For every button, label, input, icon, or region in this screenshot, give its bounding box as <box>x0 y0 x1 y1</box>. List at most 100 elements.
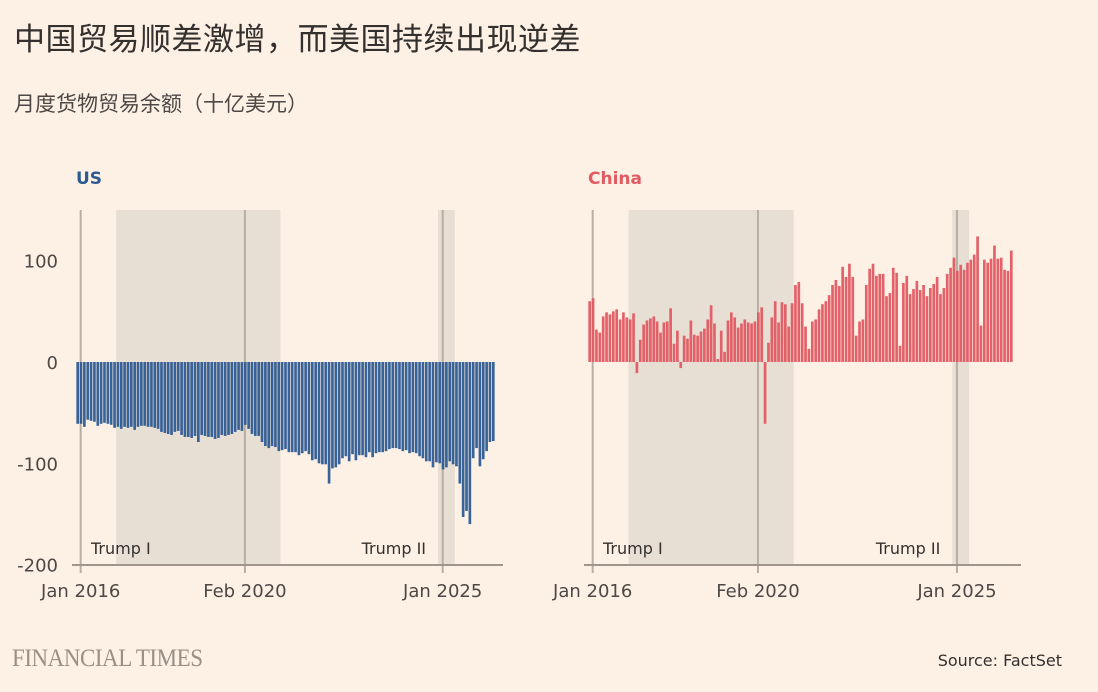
bar <box>220 362 224 435</box>
bar <box>89 362 93 421</box>
bar <box>448 362 452 462</box>
bar <box>310 362 314 461</box>
bar <box>692 334 696 362</box>
bar <box>682 335 686 362</box>
bar <box>672 343 676 362</box>
bar <box>213 362 217 439</box>
bar <box>588 301 592 362</box>
bar <box>942 288 946 362</box>
bar <box>750 323 753 362</box>
bar <box>794 285 797 362</box>
bar <box>180 362 183 435</box>
bar <box>267 362 271 449</box>
bar <box>875 275 878 362</box>
bar <box>935 276 939 362</box>
bar <box>817 309 821 362</box>
bar <box>414 362 418 454</box>
bar <box>176 362 180 431</box>
bar <box>183 362 187 437</box>
bar <box>918 290 922 362</box>
bar <box>703 328 706 362</box>
bar <box>959 264 963 362</box>
bar <box>317 362 321 464</box>
bar <box>834 279 838 362</box>
bar <box>989 258 993 362</box>
bar <box>851 276 855 362</box>
bar <box>895 272 898 362</box>
bar <box>871 263 875 362</box>
bar <box>331 362 334 469</box>
bar <box>96 362 100 426</box>
bar <box>925 296 929 362</box>
bar <box>280 362 284 451</box>
bar <box>949 267 952 362</box>
bar <box>116 362 120 427</box>
bar <box>93 362 96 422</box>
shaded-period-1 <box>628 210 794 565</box>
bar <box>881 273 885 362</box>
bar <box>367 362 371 453</box>
bar <box>468 362 472 525</box>
bar <box>902 282 905 362</box>
bar <box>689 320 693 362</box>
bar <box>800 303 804 362</box>
bar <box>966 262 969 362</box>
bar <box>411 362 415 453</box>
bar <box>611 311 615 362</box>
bar <box>247 362 250 429</box>
bar <box>1003 269 1006 362</box>
bar <box>173 362 177 432</box>
y-tick-label: -100 <box>17 454 58 475</box>
bar <box>929 288 932 362</box>
bar <box>227 362 230 435</box>
bar <box>401 362 405 452</box>
bar <box>210 362 214 437</box>
bar <box>264 362 267 447</box>
bar <box>150 362 153 427</box>
bar <box>388 362 391 450</box>
bar <box>638 339 642 362</box>
bar <box>378 362 381 453</box>
bar <box>625 317 629 362</box>
bar <box>743 319 747 362</box>
bar <box>956 270 959 362</box>
bar <box>146 362 150 427</box>
bar <box>357 362 361 456</box>
bar <box>898 345 902 362</box>
bar <box>341 362 344 459</box>
bar <box>848 263 851 362</box>
bar <box>891 267 895 362</box>
x-tick-label: Jan 2016 <box>552 581 632 602</box>
bar <box>736 327 740 362</box>
bar <box>777 322 780 362</box>
bar <box>277 362 281 452</box>
bar <box>451 362 455 465</box>
bar <box>686 338 689 362</box>
bar <box>733 317 737 362</box>
bar <box>475 362 478 449</box>
bar <box>103 362 106 423</box>
bar <box>133 362 136 430</box>
bar <box>716 358 720 362</box>
bar <box>136 362 140 427</box>
x-tick-label: Jan 2016 <box>40 581 120 602</box>
bar <box>200 362 204 435</box>
bar <box>240 362 244 431</box>
bar <box>945 273 949 362</box>
us-chart: Jan 2016 Feb 2020 Jan 2025 Trump I Trump II 1… <box>17 210 503 602</box>
bar <box>270 362 274 447</box>
bar <box>193 362 197 436</box>
bar <box>297 362 301 456</box>
bar <box>649 318 652 362</box>
bar <box>337 362 341 465</box>
bar <box>294 362 297 453</box>
bar <box>831 285 834 362</box>
bar <box>491 362 495 442</box>
bar <box>327 362 331 484</box>
bar <box>858 321 861 362</box>
bar <box>217 362 220 438</box>
bar <box>371 362 374 458</box>
bar <box>652 316 656 362</box>
bar <box>190 362 193 438</box>
